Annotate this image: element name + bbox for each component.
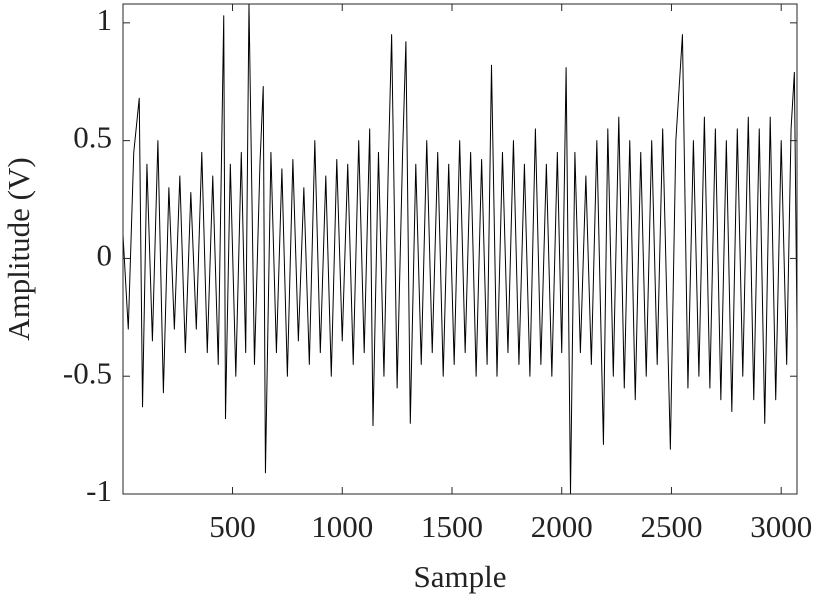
- plot-frame: [122, 3, 798, 495]
- signal-line: [122, 3, 798, 495]
- y-tick-label: 0.5: [73, 120, 112, 155]
- x-tick-label: 2000: [531, 509, 593, 544]
- y-tick-label: -0.5: [63, 355, 112, 390]
- y-tick-label: -1: [86, 473, 112, 508]
- x-tick-label: 2500: [640, 509, 702, 544]
- y-axis-label: Amplitude (V): [1, 157, 36, 340]
- y-tick-label: 0: [97, 238, 113, 273]
- x-tick-label: 3000: [750, 509, 812, 544]
- x-tick-label: 500: [209, 509, 256, 544]
- y-tick-label: 1: [97, 2, 113, 37]
- x-axis-label: Sample: [414, 559, 507, 594]
- x-tick-label: 1000: [311, 509, 373, 544]
- x-tick-label: 1500: [421, 509, 483, 544]
